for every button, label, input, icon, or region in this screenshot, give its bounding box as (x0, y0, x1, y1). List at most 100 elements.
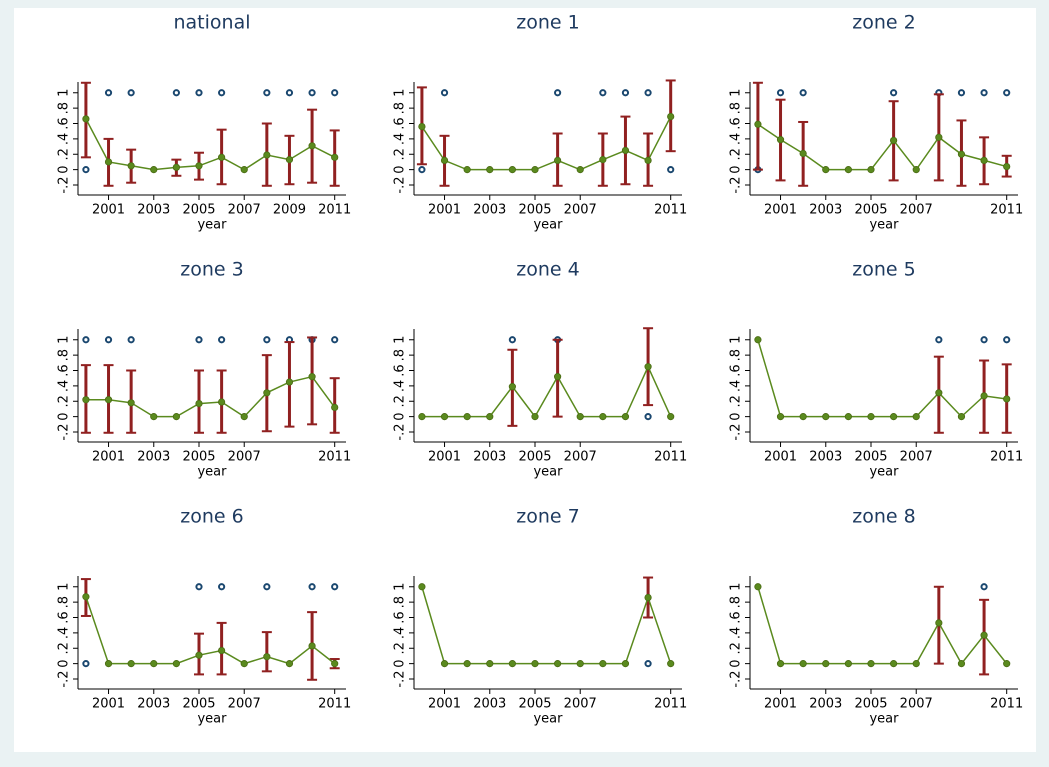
y-tick-label: .2 (729, 395, 744, 407)
y-tick-label: 1 (393, 89, 408, 97)
data-point (308, 89, 316, 97)
x-axis-title: year (533, 465, 563, 480)
mean-marker (644, 593, 652, 602)
mean-marker (531, 660, 539, 668)
mean-marker (799, 413, 807, 421)
x-tick-label: 2005 (182, 697, 215, 712)
x-tick-label: 2007 (564, 450, 597, 465)
mean-marker (150, 413, 158, 421)
y-tick-label: 1 (729, 336, 744, 344)
mean-marker (263, 653, 271, 661)
mean-marker (463, 166, 471, 174)
x-tick-label: 2005 (518, 450, 551, 465)
mean-marker (957, 150, 966, 158)
y-tick-label: -.2 (57, 423, 72, 440)
x-tick-label: 2003 (137, 203, 170, 218)
mean-marker (754, 336, 762, 344)
mean-marker (576, 166, 584, 174)
mean-marker (935, 389, 943, 397)
y-tick-label: .4 (729, 380, 744, 392)
x-tick-label: 2005 (182, 203, 215, 218)
data-point (1003, 89, 1011, 97)
mean-marker (418, 413, 426, 421)
y-tick-label: .6 (393, 364, 408, 376)
y-tick-label: .6 (393, 611, 408, 623)
x-tick-label: 2001 (764, 697, 797, 712)
y-tick-label: -.2 (729, 670, 744, 687)
mean-marker (599, 660, 607, 668)
mean-marker (754, 583, 762, 591)
data-point (263, 583, 271, 591)
data-point (1003, 336, 1011, 344)
mean-marker (486, 166, 494, 174)
mean-marker (285, 156, 294, 164)
y-tick-label: .6 (729, 364, 744, 376)
y-tick-label: .8 (57, 102, 72, 114)
y-tick-label: 1 (57, 336, 72, 344)
mean-marker (776, 136, 785, 144)
data-point (621, 89, 630, 97)
x-tick-label: 2003 (809, 450, 842, 465)
mean-marker (308, 142, 316, 150)
graph-region (14, 8, 1036, 752)
y-tick-label: -.2 (393, 423, 408, 440)
mean-line (757, 586, 1008, 665)
mean-marker (980, 156, 988, 165)
x-tick-label: 2005 (518, 697, 551, 712)
mean-marker (104, 660, 113, 668)
panel-title: zone 1 (516, 12, 579, 34)
x-axis-title: year (197, 218, 227, 233)
x-axis-title: year (869, 218, 899, 233)
y-tick-label: .4 (393, 133, 408, 145)
x-tick-label: 2011 (654, 697, 687, 712)
y-tick-label: .8 (393, 596, 408, 608)
mean-marker (890, 660, 898, 668)
y-tick-label: .2 (729, 148, 744, 160)
mean-marker (82, 115, 90, 123)
data-point (957, 89, 966, 97)
data-point (172, 89, 180, 97)
y-tick-label: .4 (729, 133, 744, 145)
mean-marker (667, 112, 675, 121)
mean-marker (195, 162, 203, 170)
data-point (82, 336, 90, 344)
y-tick-label: 1 (57, 583, 72, 591)
mean-line (421, 364, 672, 418)
mean-marker (440, 413, 449, 421)
mean-marker (486, 660, 494, 668)
mean-marker (440, 156, 449, 165)
mean-marker (667, 413, 675, 421)
mean-marker (531, 166, 539, 174)
mean-marker (554, 156, 562, 165)
data-point (82, 660, 90, 668)
x-tick-label: 2011 (318, 450, 351, 465)
x-tick-label: 2005 (182, 450, 215, 465)
y-tick-label: .6 (57, 364, 72, 376)
y-tick-label: .2 (729, 642, 744, 654)
data-point (331, 583, 339, 591)
data-point (195, 336, 203, 344)
mean-marker (912, 413, 920, 421)
mean-marker (935, 619, 943, 627)
y-tick-label: .8 (729, 102, 744, 114)
y-tick-label: 0 (729, 165, 744, 173)
x-tick-label: 2005 (518, 203, 551, 218)
x-tick-label: 2003 (473, 203, 506, 218)
mean-marker (240, 166, 248, 174)
mean-marker (822, 413, 830, 421)
y-tick-label: 1 (393, 583, 408, 591)
data-point (980, 89, 988, 97)
y-tick-label: .2 (57, 642, 72, 654)
data-point (890, 89, 898, 97)
y-tick-label: .2 (57, 148, 72, 160)
mean-marker (240, 660, 248, 668)
x-tick-label: 2001 (428, 203, 461, 218)
y-tick-label: 0 (729, 659, 744, 667)
y-tick-label: 0 (393, 165, 408, 173)
mean-marker (621, 146, 630, 155)
y-tick-label: .4 (393, 380, 408, 392)
data-point (599, 89, 607, 97)
y-tick-label: 0 (729, 412, 744, 420)
x-axis-title: year (869, 712, 899, 727)
data-point (218, 89, 226, 97)
